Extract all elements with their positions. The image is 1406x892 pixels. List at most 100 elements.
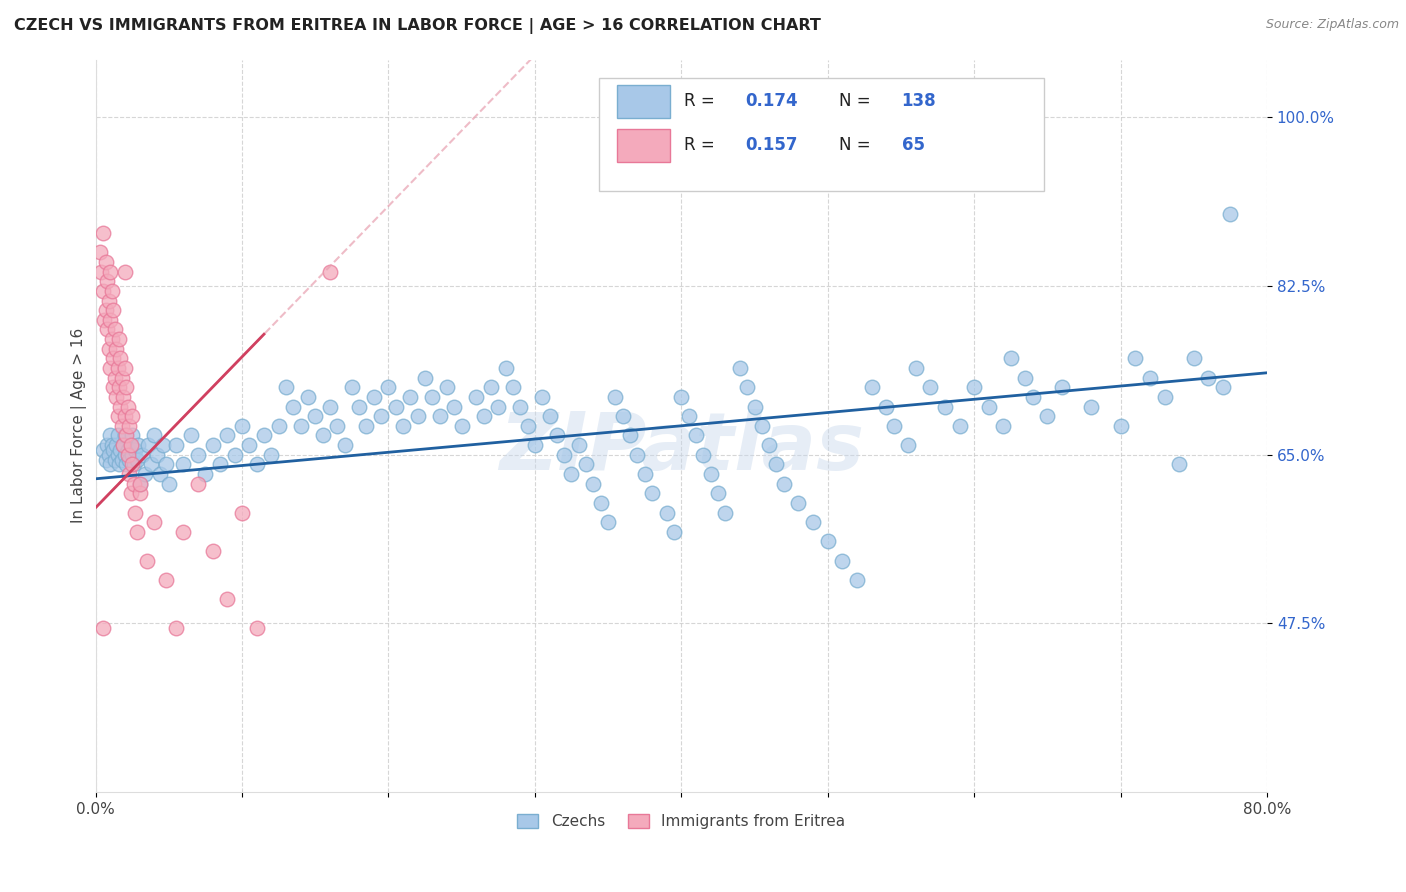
Point <box>155 573 177 587</box>
Point <box>765 458 787 472</box>
Point <box>104 452 127 467</box>
Point <box>94 303 117 318</box>
Point <box>560 467 582 481</box>
Point <box>97 448 120 462</box>
Point <box>744 400 766 414</box>
Point <box>1168 458 1191 472</box>
Point <box>108 458 131 472</box>
Point <box>121 458 143 472</box>
Point <box>141 458 163 472</box>
Point <box>1080 400 1102 414</box>
Point <box>165 438 187 452</box>
Point <box>89 245 111 260</box>
Point <box>157 476 180 491</box>
Point <box>91 226 114 240</box>
Point <box>127 438 149 452</box>
Point <box>238 438 260 452</box>
Point <box>831 554 853 568</box>
Point <box>120 438 142 452</box>
Point <box>118 418 141 433</box>
Point <box>120 486 142 500</box>
Point <box>121 428 143 442</box>
Point <box>450 418 472 433</box>
Point <box>384 400 406 414</box>
Point <box>538 409 561 424</box>
Point <box>125 452 148 467</box>
Text: Source: ZipAtlas.com: Source: ZipAtlas.com <box>1265 18 1399 31</box>
Point <box>114 428 136 442</box>
Point <box>634 467 657 481</box>
Text: 65: 65 <box>901 136 925 154</box>
Point <box>605 390 627 404</box>
Point <box>101 351 124 366</box>
Point <box>1212 380 1234 394</box>
Point <box>172 458 194 472</box>
Point <box>486 400 509 414</box>
Point <box>111 370 134 384</box>
Point <box>523 438 546 452</box>
Point <box>977 400 1000 414</box>
Point <box>260 448 283 462</box>
Point <box>934 400 956 414</box>
Point <box>118 467 141 481</box>
Point <box>671 390 693 404</box>
Point <box>115 428 138 442</box>
Point <box>107 448 129 462</box>
Point <box>97 342 120 356</box>
Point <box>1123 351 1146 366</box>
Point <box>122 476 145 491</box>
Point <box>135 554 157 568</box>
Point <box>124 442 146 457</box>
Point <box>678 409 700 424</box>
Point <box>155 458 177 472</box>
Point <box>429 409 451 424</box>
Point <box>117 400 139 414</box>
Point <box>655 506 678 520</box>
Point <box>619 428 641 442</box>
Legend: Czechs, Immigrants from Eritrea: Czechs, Immigrants from Eritrea <box>510 808 852 836</box>
Point <box>860 380 883 394</box>
Point <box>356 418 378 433</box>
Point <box>1022 390 1045 404</box>
Point <box>246 458 269 472</box>
Point <box>121 448 143 462</box>
Point <box>363 390 385 404</box>
Point <box>100 284 122 298</box>
Point <box>107 361 129 376</box>
Point <box>117 448 139 462</box>
Text: R =: R = <box>683 136 714 154</box>
Point <box>110 400 132 414</box>
Point <box>136 438 159 452</box>
Point <box>91 442 114 457</box>
Point <box>217 428 239 442</box>
Point <box>96 438 118 452</box>
Point <box>108 380 131 394</box>
FancyBboxPatch shape <box>599 78 1045 192</box>
Point <box>101 303 124 318</box>
Point <box>91 284 114 298</box>
Point <box>165 621 187 635</box>
Point <box>97 293 120 308</box>
Point <box>94 255 117 269</box>
Point <box>326 418 349 433</box>
Point <box>422 390 444 404</box>
Y-axis label: In Labor Force | Age > 16: In Labor Force | Age > 16 <box>72 328 87 524</box>
Point <box>107 409 129 424</box>
Point <box>128 486 150 500</box>
Point <box>399 390 422 404</box>
Text: CZECH VS IMMIGRANTS FROM ERITREA IN LABOR FORCE | AGE > 16 CORRELATION CHART: CZECH VS IMMIGRANTS FROM ERITREA IN LABO… <box>14 18 821 34</box>
Point <box>465 390 488 404</box>
Point <box>114 264 136 278</box>
Point <box>98 458 121 472</box>
Point <box>1153 390 1175 404</box>
Point <box>479 380 502 394</box>
Point <box>553 448 575 462</box>
Point <box>93 312 115 326</box>
Point <box>575 458 598 472</box>
Point <box>1109 418 1132 433</box>
Point <box>274 380 297 394</box>
Point <box>297 390 319 404</box>
Point <box>413 370 436 384</box>
Point <box>94 452 117 467</box>
Point <box>91 621 114 635</box>
